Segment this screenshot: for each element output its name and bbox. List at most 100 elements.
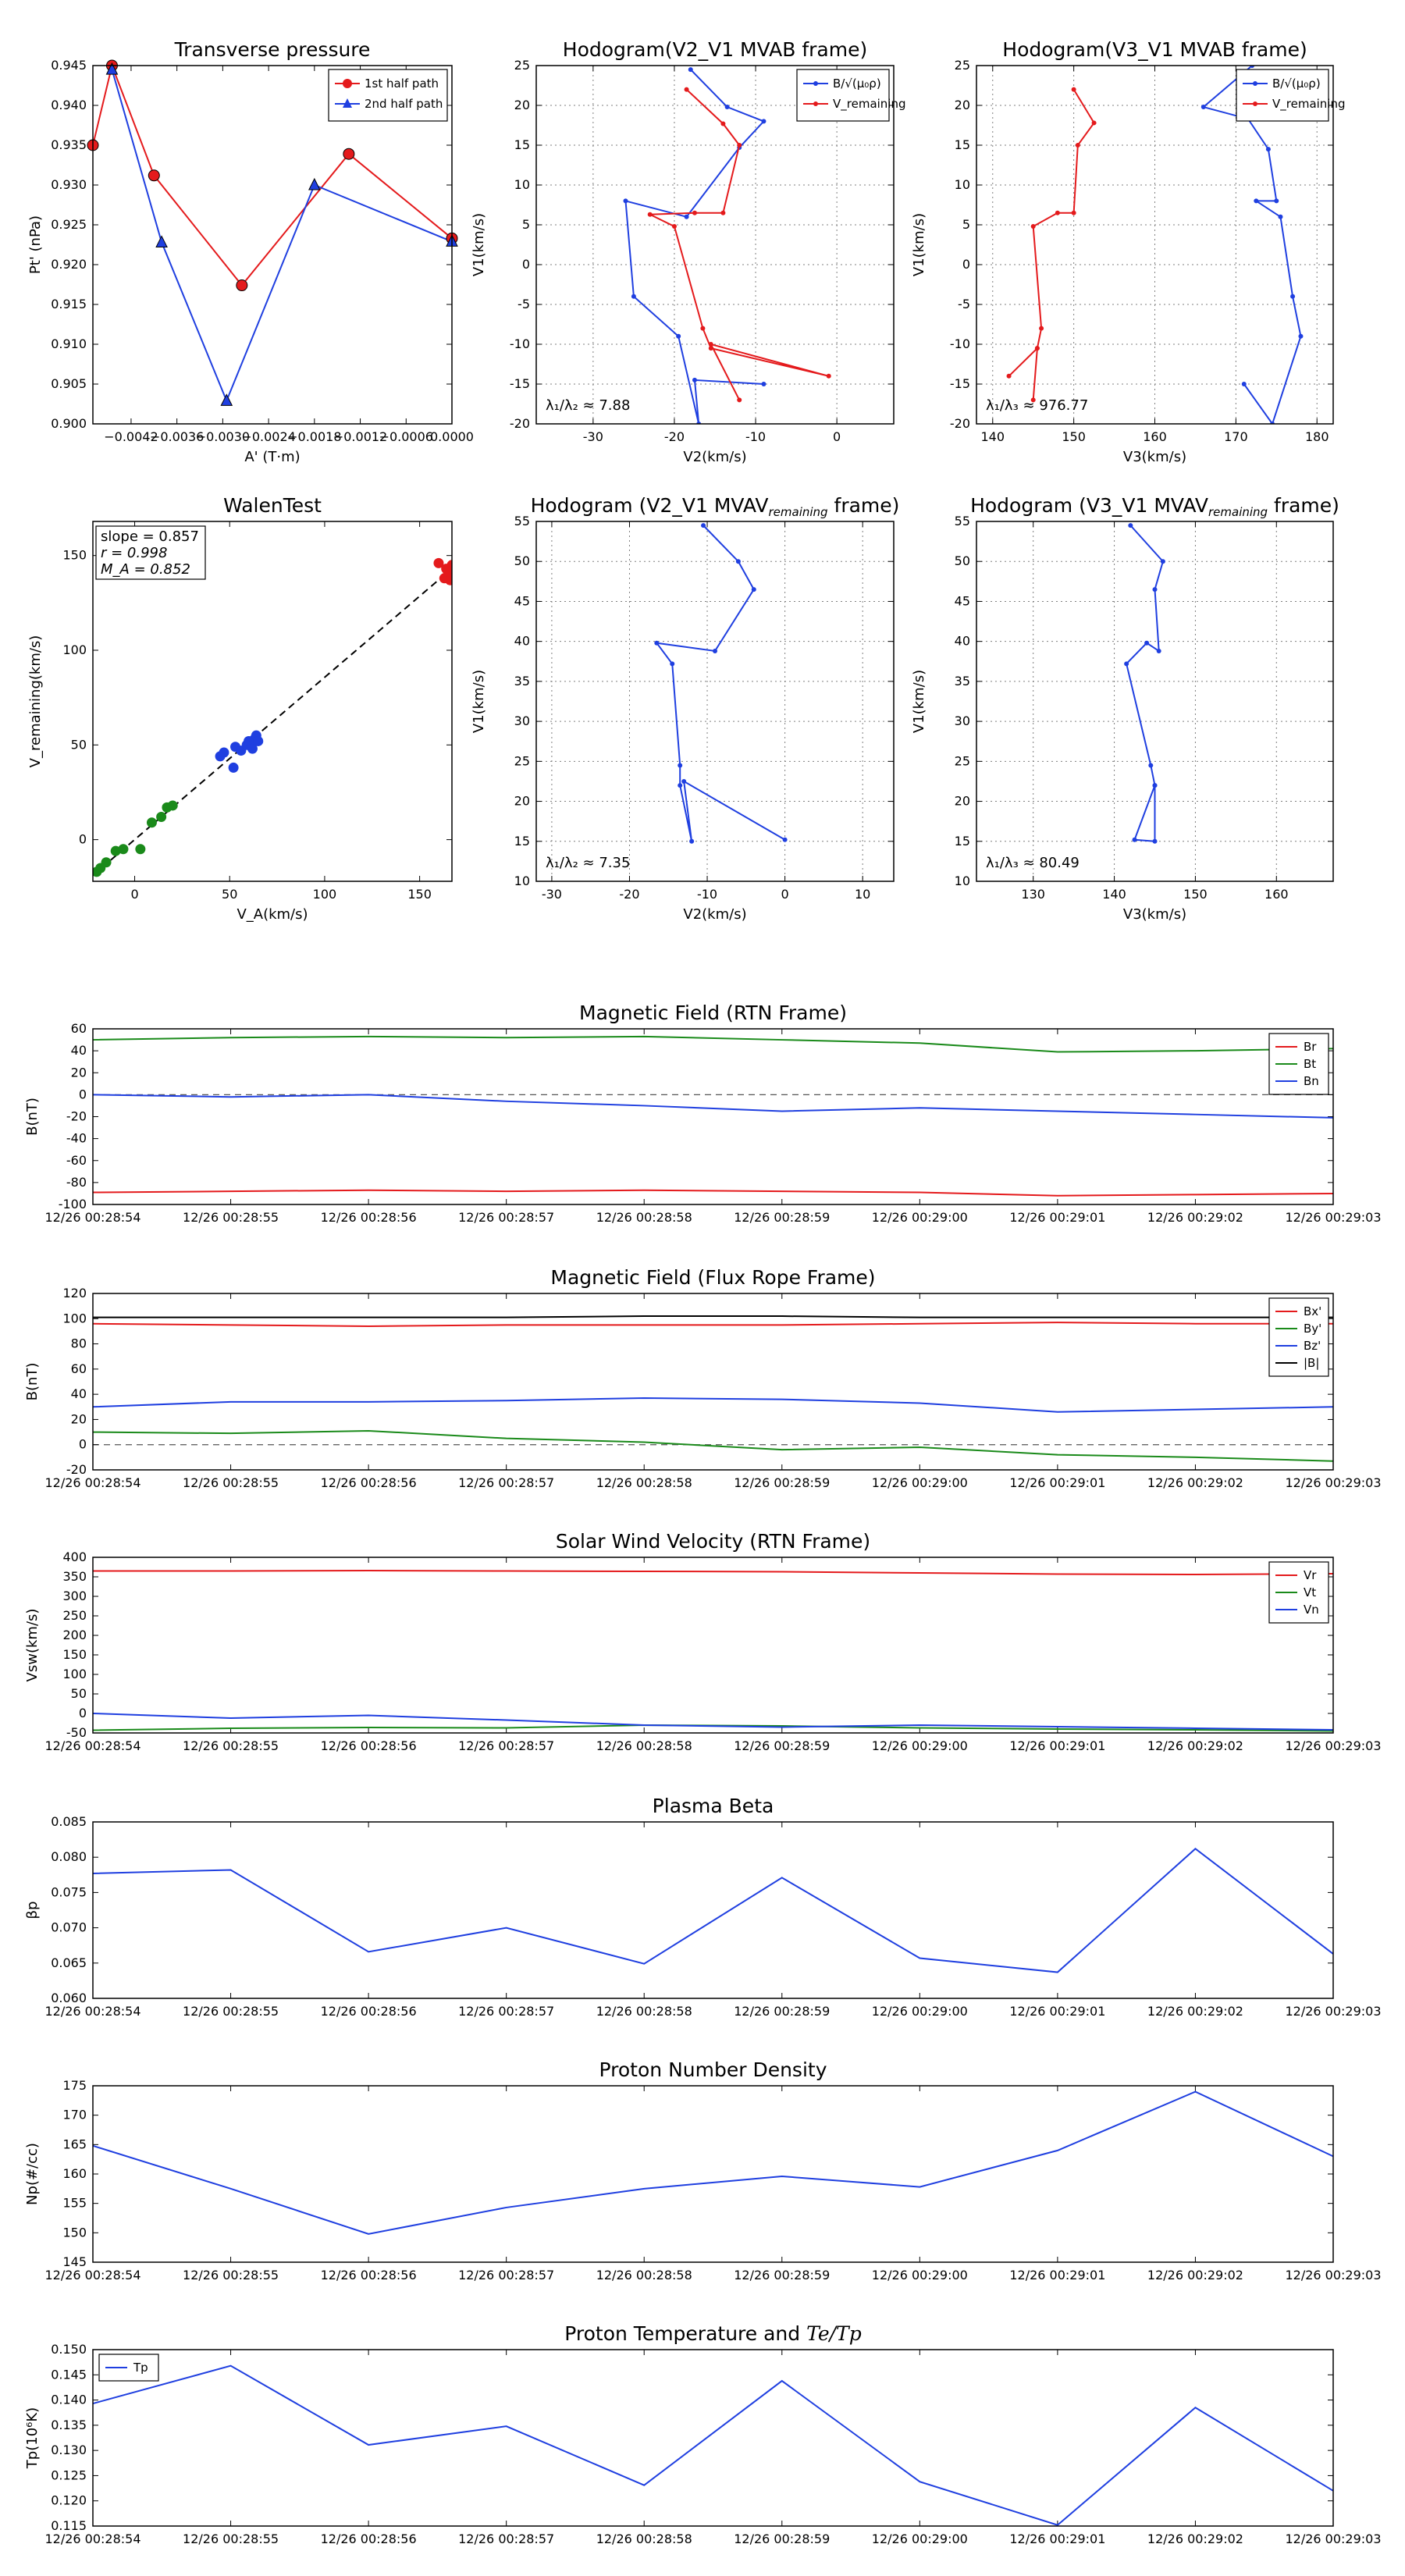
chart-tp: −0.0042−0.0036−0.0030−0.0024−0.0018−0.00… (27, 38, 474, 465)
y-tick-label: 0.070 (51, 1920, 87, 1935)
y-tick-label: 0 (79, 1087, 87, 1101)
x-axis-label: V2(km/s) (683, 449, 746, 465)
y-tick-label: -5 (518, 297, 530, 311)
plot-area (536, 521, 894, 881)
data-point (1071, 87, 1076, 92)
time-tick-label: 12/26 00:28:59 (734, 2532, 830, 2546)
data-point (101, 857, 112, 868)
data-point (737, 397, 742, 403)
plot-frame (92, 1557, 1334, 1734)
y-tick-label: 150 (62, 2225, 87, 2240)
time-tick-label: 12/26 00:28:59 (734, 2268, 830, 2282)
legend-marker (343, 79, 352, 88)
x-axis-label: V2(km/s) (683, 906, 746, 923)
series-line-0 (92, 2090, 1334, 2235)
time-tick-label: 12/26 00:29:03 (1285, 2004, 1381, 2019)
data-point (1071, 210, 1076, 215)
x-tick-label: −0.0036 (150, 429, 204, 444)
chart-tp_temp: 12/26 00:28:54 12/26 00:28:55 12/26 00:28:… (24, 2322, 1382, 2546)
data-point (720, 210, 726, 215)
y-tick-label: 25 (955, 58, 970, 73)
data-point (1091, 120, 1097, 126)
data-point (692, 210, 697, 215)
series-group (654, 523, 788, 844)
legend-marker (813, 101, 818, 106)
y-tick-label: 0 (522, 257, 530, 272)
chart-title: WalenTest (223, 494, 322, 517)
x-tick-label: 140 (980, 429, 1005, 444)
y-tick-label: 0 (79, 1706, 87, 1720)
data-point (670, 661, 675, 667)
x-axis-label: V3(km/s) (1123, 449, 1186, 465)
chart-title: Hodogram (V3_V1 MVAVremaining frame) (970, 494, 1339, 519)
time-tick-label: 12/26 00:29:03 (1285, 1475, 1381, 1490)
y-tick-label: 100 (62, 642, 87, 657)
y-tick-label: 35 (514, 674, 530, 688)
y-tick-label: -100 (59, 1197, 87, 1212)
legend-label: Bx' (1304, 1304, 1321, 1318)
time-tick-label: 12/26 00:28:56 (321, 2268, 417, 2282)
legend-label: Vt (1304, 1585, 1316, 1599)
data-point (445, 575, 452, 585)
data-point (1152, 838, 1158, 844)
legend-label: V_remaining (1272, 97, 1346, 112)
y-axis-label: Tp(10⁶K) (24, 2407, 41, 2469)
stat-slope: slope = 0.857 (101, 528, 199, 545)
x-tick-label: 0.0000 (430, 429, 474, 444)
y-tick-label: -20 (510, 416, 530, 431)
data-point (684, 214, 689, 219)
y-tick-label: 15 (955, 137, 970, 152)
time-tick-label: 12/26 00:28:55 (183, 1738, 279, 1753)
y-tick-label: 0.905 (51, 376, 87, 391)
legend-marker (343, 98, 352, 108)
y-tick-label: 20 (955, 794, 970, 809)
x-tick-label: -10 (697, 887, 717, 902)
series-line-1 (92, 1035, 1334, 1053)
data-point (751, 587, 756, 592)
x-tick-label: 50 (222, 887, 237, 902)
y-tick-label: 45 (514, 593, 530, 608)
data-point (167, 800, 178, 811)
data-point (1055, 210, 1060, 215)
data-point (1006, 373, 1012, 379)
time-tick-label: 12/26 00:28:58 (596, 2268, 692, 2282)
time-tick-label: 12/26 00:28:56 (321, 2004, 417, 2019)
legend-box (796, 69, 890, 122)
time-tick-label: 12/26 00:28:59 (734, 1738, 830, 1753)
x-tick-label: 180 (1305, 429, 1329, 444)
ratio-annotation: λ₁/λ₂ ≈ 7.35 (546, 855, 630, 871)
y-tick-label: 0.910 (51, 336, 87, 351)
y-tick-label: -15 (950, 376, 970, 391)
stat-r: r = 0.998 (101, 545, 167, 561)
y-tick-label: 40 (955, 634, 970, 649)
data-point (156, 812, 167, 823)
legend-marker (1253, 101, 1257, 106)
legend-box (328, 69, 448, 122)
chart-bfield_fr: 12/26 00:28:54 12/26 00:28:55 12/26 00:28:… (24, 1266, 1382, 1490)
x-tick-label: -10 (745, 429, 766, 444)
time-tick-label: 12/26 00:28:56 (321, 1210, 417, 1225)
plot-frame (92, 65, 453, 425)
y-tick-label: 200 (62, 1628, 87, 1642)
x-tick-label: 160 (1264, 887, 1289, 902)
data-point (692, 377, 697, 382)
data-point (708, 346, 713, 351)
y-tick-label: 5 (962, 217, 970, 232)
data-point (146, 817, 157, 828)
y-tick-label: 0.080 (51, 1849, 87, 1864)
legend-box (1236, 69, 1329, 122)
chart-hg_v3_mvav: 130 140 150 160 10 15 20 25 30 35 40 45 50 55Hodogram… (911, 494, 1339, 923)
data-point (671, 224, 677, 229)
data-point (689, 838, 695, 844)
data-point (110, 845, 121, 856)
y-tick-label: 0.945 (51, 58, 87, 73)
y-tick-label: 5 (522, 217, 530, 232)
series-line-2 (92, 1094, 1334, 1119)
y-tick-label: -60 (66, 1153, 87, 1168)
plot-area (536, 66, 894, 424)
legend-label: 2nd half path (365, 97, 443, 111)
y-tick-label: 10 (955, 873, 970, 888)
data-point (1200, 105, 1206, 110)
chart-hg_v2_mvab: -30 -20 -10 0 -20 -15 -10 -5 0 5 10 15 20 25 Hodogram(… (471, 38, 906, 465)
y-tick-label: 0 (962, 257, 970, 272)
